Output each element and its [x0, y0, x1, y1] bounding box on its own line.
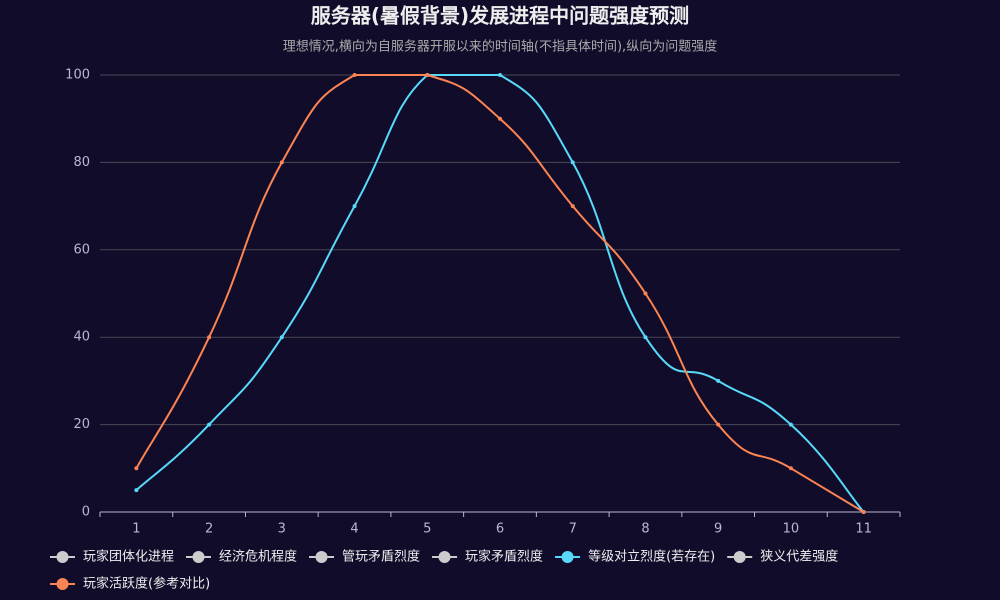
x-tick-label: 2: [205, 522, 213, 537]
x-tick-label: 11: [855, 522, 872, 537]
data-point: [352, 204, 357, 209]
legend-dot: [733, 551, 746, 563]
legend-label[interactable]: 管玩矛盾烈度: [342, 549, 420, 565]
legend-dot: [438, 551, 451, 563]
y-tick-label: 0: [82, 505, 90, 520]
x-tick-label: 1: [132, 522, 140, 537]
x-tick-label: 4: [350, 522, 358, 537]
data-point: [570, 204, 575, 209]
x-tick-label: 10: [783, 522, 800, 537]
legend-label[interactable]: 玩家活跃度(参考对比): [83, 576, 210, 592]
legend-dot: [56, 578, 69, 590]
y-tick-label: 80: [73, 155, 90, 170]
data-point: [716, 422, 721, 427]
data-point: [425, 73, 430, 77]
data-point: [498, 116, 502, 121]
series-line: [135, 73, 865, 513]
data-point: [352, 73, 357, 77]
x-tick-label: 3: [278, 522, 286, 537]
y-tick-label: 100: [65, 68, 90, 83]
data-point: [207, 422, 212, 427]
data-point: [643, 291, 648, 296]
x-tick-label: 5: [423, 522, 431, 537]
y-tick-label: 40: [73, 330, 90, 345]
data-point: [279, 160, 284, 165]
data-point: [134, 488, 139, 493]
x-tick-label: 6: [496, 522, 504, 537]
chart-title: 服务器(暑假背景)发展进程中问题强度预测: [311, 4, 689, 28]
series-line: [135, 73, 865, 513]
legend-label[interactable]: 玩家矛盾烈度: [465, 549, 543, 565]
x-tick-label: 8: [641, 522, 649, 537]
legend-dot: [561, 551, 574, 563]
data-point: [498, 73, 502, 77]
legend-dot: [192, 551, 205, 563]
legend-label[interactable]: 等级对立烈度(若存在): [588, 549, 715, 565]
x-tick-label: 7: [569, 522, 577, 537]
legend-label[interactable]: 狭义代差强度: [760, 549, 838, 565]
legend-label[interactable]: 经济危机程度: [219, 549, 297, 565]
data-point: [788, 422, 793, 427]
y-tick-label: 20: [73, 417, 90, 432]
data-point: [643, 335, 648, 340]
legend-label[interactable]: 玩家团体化进程: [83, 549, 174, 565]
data-point: [207, 335, 212, 340]
data-point: [716, 378, 721, 383]
data-point: [279, 335, 284, 340]
legend-dot: [315, 551, 328, 563]
chart-subtitle: 理想情况,横向为自服务器开服以来的时间轴(不指具体时间),纵向为问题强度: [283, 39, 717, 55]
data-point: [788, 466, 793, 471]
data-point: [134, 466, 139, 471]
legend-dot: [56, 551, 69, 563]
x-tick-label: 9: [714, 522, 722, 537]
data-point: [570, 160, 575, 165]
data-point: [861, 510, 866, 514]
y-tick-label: 60: [73, 242, 90, 257]
